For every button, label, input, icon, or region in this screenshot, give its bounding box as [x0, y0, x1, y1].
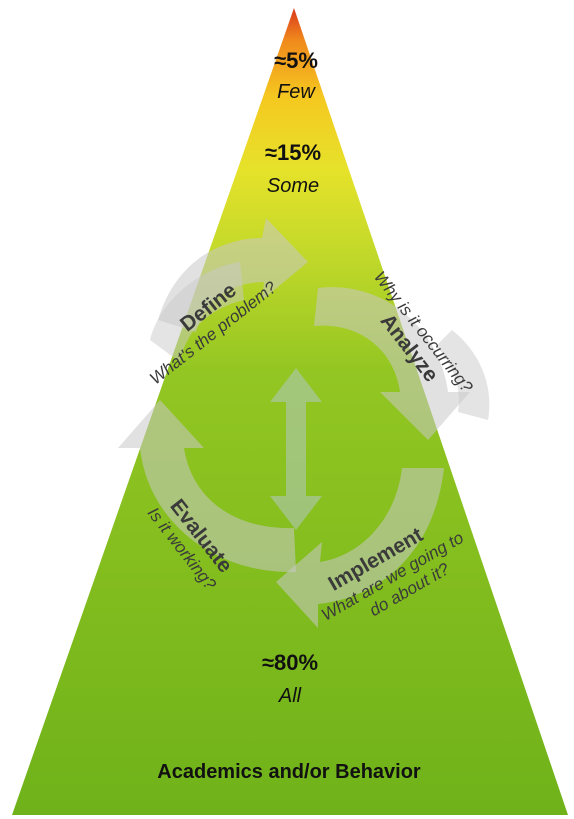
middle-tier-label: Some — [267, 175, 319, 197]
analyze-arrow-icon — [314, 287, 470, 440]
bottom-tier-label: All — [278, 685, 302, 707]
double-arrow-icon — [270, 368, 322, 530]
bottom-tier-percent: ≈80% — [262, 650, 318, 675]
top-tier-label: Few — [277, 81, 316, 103]
implement-arrow-icon — [276, 468, 444, 628]
analyze-back-swoosh-icon — [436, 330, 490, 420]
middle-tier-percent: ≈15% — [265, 140, 321, 165]
evaluate-arrow-icon — [118, 400, 296, 573]
base-label: Academics and/or Behavior — [157, 761, 421, 783]
cycle-arrows — [118, 218, 490, 628]
top-tier-percent: ≈5% — [274, 48, 318, 73]
define-back-swoosh-icon — [150, 262, 244, 362]
